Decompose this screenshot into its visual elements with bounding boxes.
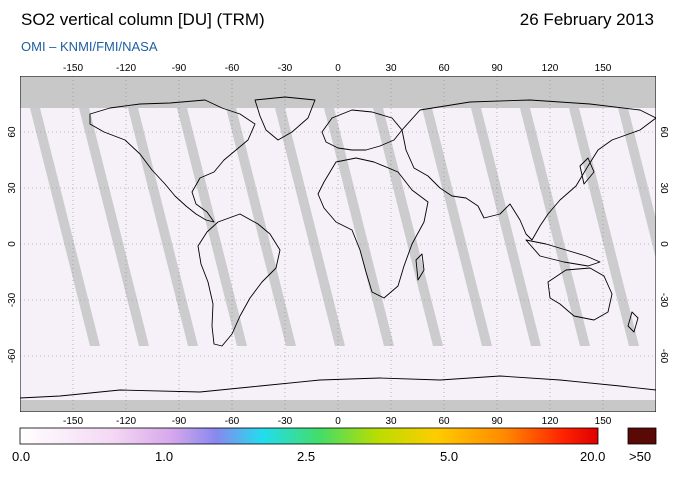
swath-gap-10 <box>520 108 590 346</box>
latitude-ticks-left: 60 30 0 -30 -60 <box>7 126 18 363</box>
lat-tick-right-0: 60 <box>658 126 669 138</box>
coastline-europe <box>321 109 403 151</box>
colorbar-label-4: 20.0 <box>580 449 606 464</box>
map-title: SO2 vertical column [DU] (TRM) <box>21 10 265 29</box>
lat-tick-right-2: 0 <box>658 241 669 247</box>
swath-gap-11 <box>569 108 639 346</box>
graticule <box>20 76 656 412</box>
lat-tick-right-4: -60 <box>658 349 669 364</box>
colorbar-label-2: 2.5 <box>297 449 316 464</box>
map-date: 26 February 2013 <box>519 10 654 29</box>
coastline-north-america <box>89 99 256 223</box>
coastline-africa <box>317 157 429 299</box>
lon-tick-top-4: -30 <box>278 63 293 74</box>
map-area <box>20 76 656 412</box>
colorbar-label-1: 1.0 <box>155 449 174 464</box>
swath-gap-9 <box>471 108 541 346</box>
lat-tick-left-4: -60 <box>7 348 18 363</box>
lon-tick-bottom-6: 30 <box>385 416 397 427</box>
lon-tick-bottom-3: -60 <box>225 416 240 427</box>
lon-tick-top-10: 150 <box>595 63 612 74</box>
colorbar-overflow-swatch <box>627 427 657 445</box>
lon-tick-top-6: 30 <box>385 63 397 74</box>
lon-tick-bottom-1: -120 <box>116 416 136 427</box>
coastline-australia <box>547 267 613 321</box>
lon-tick-top-0: -150 <box>63 63 83 74</box>
coastline-japan <box>579 157 595 185</box>
lat-tick-left-2: 0 <box>7 241 18 247</box>
antarctic-no-data-region <box>20 400 656 412</box>
lon-tick-bottom-7: 60 <box>438 416 450 427</box>
lon-tick-bottom-8: 90 <box>491 416 503 427</box>
swath-gap-2 <box>128 108 198 346</box>
longitude-ticks-top: -150 -120 -90 -60 -30 0 30 60 90 120 150 <box>63 63 612 74</box>
swath-gap-12 <box>618 108 656 259</box>
lon-tick-top-2: -90 <box>172 63 187 74</box>
coastline-asia <box>401 99 656 241</box>
lon-tick-bottom-2: -90 <box>172 416 187 427</box>
swath-gap-0 <box>30 108 100 346</box>
lon-tick-top-8: 90 <box>491 63 503 74</box>
coastline-south-america <box>197 213 281 347</box>
longitude-ticks-bottom: -150 -120 -90 -60 -30 0 30 60 90 120 150 <box>63 416 612 427</box>
lon-tick-bottom-0: -150 <box>63 416 83 427</box>
lon-tick-bottom-10: 150 <box>595 416 612 427</box>
coastline-greenland <box>254 96 316 141</box>
swath-gap-7 <box>373 108 443 346</box>
swath-gap-8 <box>422 108 492 346</box>
lon-tick-top-1: -120 <box>116 63 136 74</box>
lon-tick-bottom-9: 120 <box>542 416 559 427</box>
lon-tick-bottom-4: -30 <box>278 416 293 427</box>
lat-tick-left-1: 30 <box>7 182 18 194</box>
lat-tick-left-3: -30 <box>7 292 18 307</box>
lat-tick-right-1: 30 <box>658 182 669 194</box>
swath-gap-6 <box>324 108 394 346</box>
lat-tick-right-3: -30 <box>658 293 669 308</box>
lon-tick-top-3: -60 <box>225 63 240 74</box>
swath-gap-5 <box>275 108 345 346</box>
coastline-antarctica <box>20 375 656 399</box>
lon-tick-top-5: 0 <box>335 63 341 74</box>
lon-tick-top-9: 120 <box>542 63 559 74</box>
coastline-indonesia <box>525 239 601 267</box>
colorbar-overflow-label: >50 <box>629 449 652 464</box>
colorbar-label-3: 5.0 <box>440 449 459 464</box>
lon-tick-top-7: 60 <box>438 63 450 74</box>
swath-gap-1 <box>79 108 149 346</box>
colorbar <box>19 427 599 445</box>
latitude-ticks-right: 60 30 0 -30 -60 <box>658 126 669 363</box>
lon-tick-bottom-5: 0 <box>335 416 341 427</box>
coastline-new-zealand <box>627 311 639 333</box>
data-source-credit: OMI – KNMI/FMI/NASA <box>21 39 158 54</box>
coastline-madagascar <box>415 253 425 281</box>
colorbar-label-0: 0.0 <box>12 449 31 464</box>
lat-tick-left-0: 60 <box>7 126 18 138</box>
coastlines <box>20 96 656 399</box>
orbit-swath-gaps <box>30 108 656 346</box>
